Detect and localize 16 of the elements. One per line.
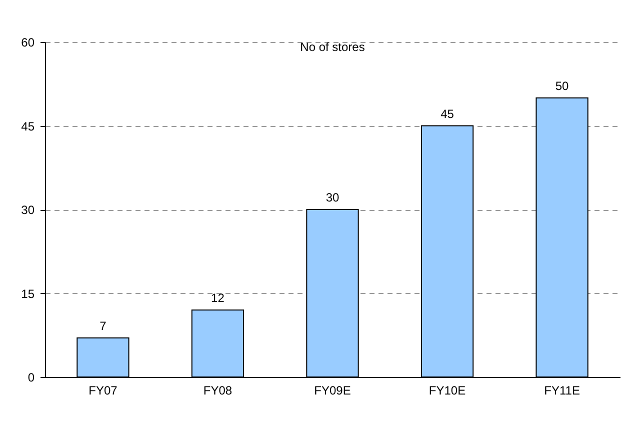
data-label: 30 [326,190,340,204]
x-tick-label: FY08 [203,384,232,398]
y-tick-label: 45 [21,119,35,134]
data-label: 12 [211,291,225,305]
y-tick-label: 0 [28,370,35,384]
chart-title: No of stores [300,40,365,54]
data-label: 45 [440,106,454,121]
x-tick-label: FY09E [314,384,351,398]
x-tick-label: FY10E [428,384,466,398]
y-tick-label: 15 [21,286,35,301]
y-tick-label: 60 [21,36,35,50]
data-label: 7 [100,318,107,333]
data-label: 50 [555,78,570,93]
y-tick-label: 30 [21,203,35,217]
x-tick-label: FY11E [544,384,580,398]
x-tick-label: FY07 [88,384,118,398]
